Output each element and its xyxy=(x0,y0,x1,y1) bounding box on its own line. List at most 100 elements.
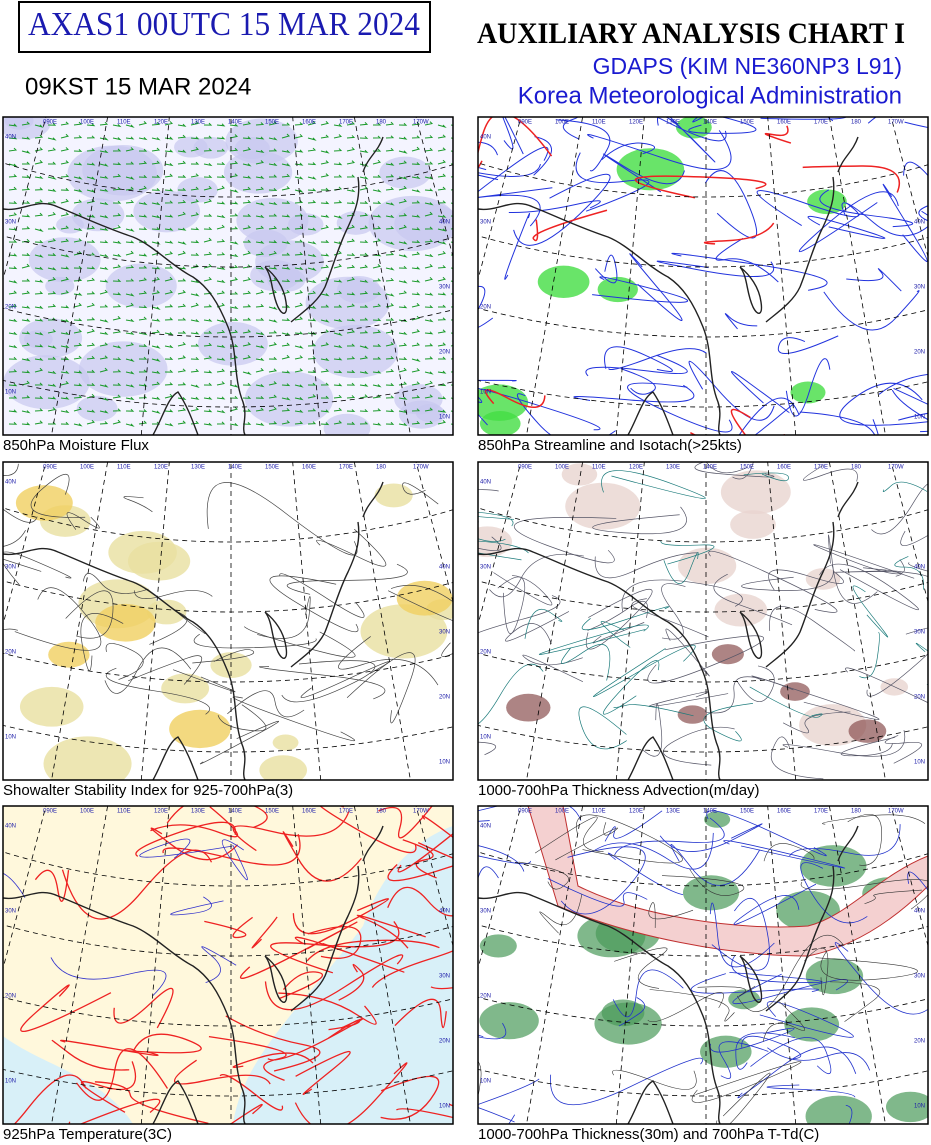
longitude-label: 180 xyxy=(851,809,862,815)
flux-arrow xyxy=(112,369,122,373)
flux-arrow xyxy=(255,384,265,388)
longitude-label: 130E xyxy=(666,465,680,471)
flux-arrow xyxy=(34,228,44,232)
flux-arrow xyxy=(437,409,447,413)
flux-arrow xyxy=(190,293,200,297)
longitude-label: 090E xyxy=(518,120,532,126)
meridian xyxy=(353,806,411,1124)
flux-arrow xyxy=(47,238,57,243)
flux-arrow xyxy=(151,318,161,322)
latitude-label: 30N xyxy=(914,974,925,980)
flux-arrow xyxy=(307,214,317,218)
flux-arrow xyxy=(424,226,434,230)
flux-arrow xyxy=(229,134,238,139)
contour xyxy=(3,508,38,523)
flux-arrow xyxy=(190,136,200,140)
flux-arrow xyxy=(203,263,212,269)
flux-arrow xyxy=(112,345,122,349)
flux-arrow xyxy=(73,370,83,374)
flux-arrow xyxy=(229,173,239,178)
flux-arrow xyxy=(8,147,18,152)
shade xyxy=(479,1002,539,1040)
flux-arrow xyxy=(437,159,446,165)
contour xyxy=(688,360,775,421)
flux-arrow xyxy=(151,174,161,178)
flux-arrow xyxy=(320,319,330,323)
flux-arrow xyxy=(60,357,70,361)
flux-arrow xyxy=(307,241,317,245)
meridian xyxy=(767,117,797,435)
flux-arrow xyxy=(112,148,122,152)
contour xyxy=(807,215,886,239)
flux-arrow xyxy=(60,266,70,270)
contour xyxy=(573,384,695,403)
contour xyxy=(257,596,311,639)
flux-arrow xyxy=(255,422,265,426)
flux-arrow xyxy=(281,354,290,360)
flux-arrow xyxy=(255,202,265,206)
contour xyxy=(608,348,707,371)
contour xyxy=(751,675,880,720)
flux-arrow xyxy=(333,174,343,178)
flux-arrow xyxy=(164,265,174,269)
flux-arrow xyxy=(411,135,421,139)
contour xyxy=(891,389,928,433)
flux-arrow xyxy=(138,148,148,152)
flux-arrow xyxy=(268,330,278,334)
flux-arrow xyxy=(411,420,421,425)
flux-arrow xyxy=(411,214,421,218)
flux-arrow xyxy=(281,304,291,308)
contour xyxy=(819,563,919,611)
longitude-label: 170E xyxy=(339,809,353,815)
flux-arrow xyxy=(34,291,44,295)
flux-arrow xyxy=(268,319,278,323)
flux-arrow xyxy=(398,357,408,360)
contour xyxy=(834,942,928,1015)
contour xyxy=(604,346,673,372)
shade xyxy=(174,136,208,158)
contour xyxy=(286,563,408,595)
flux-arrow xyxy=(281,252,291,256)
flux-arrow xyxy=(255,225,265,230)
flux-arrow xyxy=(99,342,109,347)
contour xyxy=(694,462,775,478)
flux-arrow xyxy=(424,161,434,165)
shade xyxy=(19,686,84,727)
flux-arrow xyxy=(307,382,317,386)
contour xyxy=(539,624,649,655)
flux-arrow xyxy=(255,289,264,295)
flux-arrow xyxy=(424,343,434,347)
contour xyxy=(133,590,213,599)
contour xyxy=(225,1015,321,1072)
flux-arrow xyxy=(411,408,421,412)
contour xyxy=(613,704,694,717)
contour xyxy=(882,481,928,492)
flux-arrow xyxy=(320,134,330,139)
contour xyxy=(763,843,815,862)
flux-arrow xyxy=(125,161,135,165)
flux-arrow xyxy=(229,147,239,152)
flux-arrow xyxy=(333,123,343,127)
flux-arrow xyxy=(112,394,122,399)
parallel xyxy=(478,924,928,957)
flux-arrow xyxy=(294,368,304,373)
flux-arrow xyxy=(112,279,122,282)
flux-arrow xyxy=(177,199,187,204)
flux-arrow xyxy=(398,241,408,245)
flux-arrow xyxy=(320,342,330,347)
map-panel: 090E 100E 110E 120E 130E 140E 150E 160E 170E 180 1… xyxy=(477,461,929,799)
flux-arrow xyxy=(242,304,252,308)
contour xyxy=(556,119,611,172)
contour xyxy=(741,564,834,591)
flux-arrow xyxy=(255,251,265,256)
flux-arrow xyxy=(138,265,148,269)
contour xyxy=(199,721,279,765)
contour xyxy=(704,170,758,239)
contour xyxy=(227,690,305,718)
contour xyxy=(705,676,794,714)
flux-arrow xyxy=(268,174,278,178)
meridian xyxy=(526,806,584,1124)
flux-arrow xyxy=(138,409,148,413)
flux-arrow xyxy=(125,199,135,204)
flux-arrow xyxy=(372,318,382,322)
